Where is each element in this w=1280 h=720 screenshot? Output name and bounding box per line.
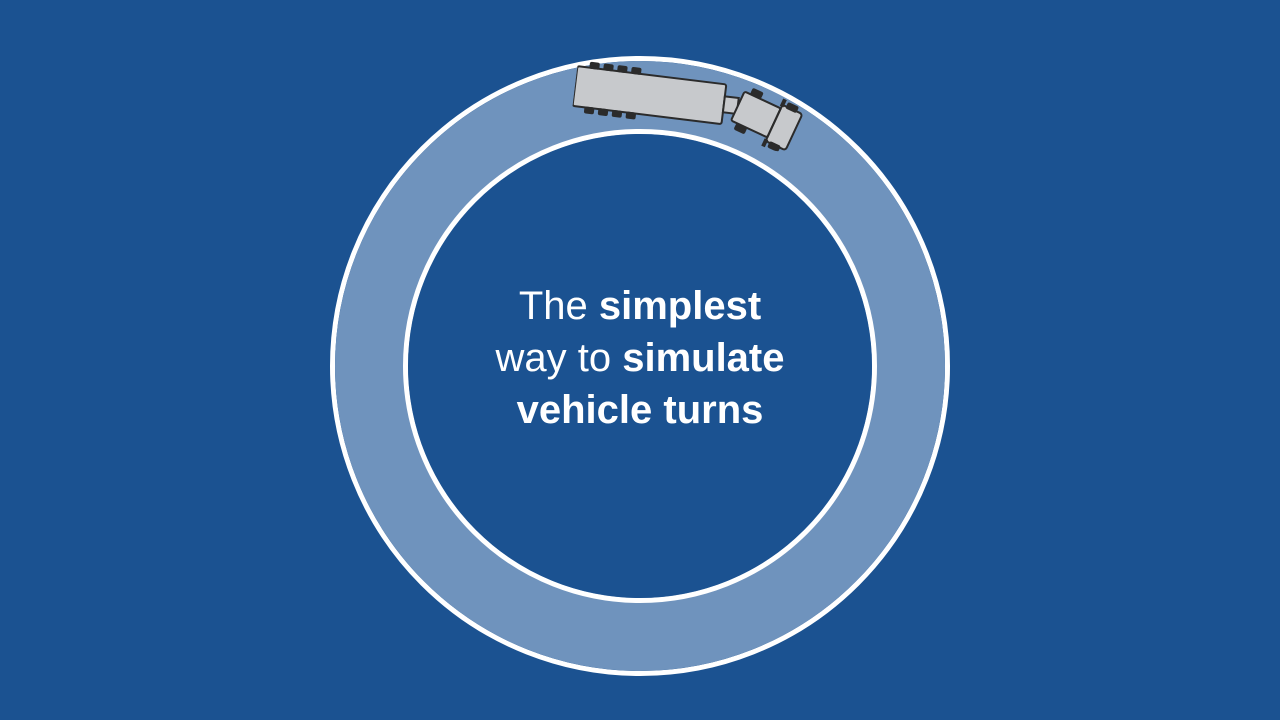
headline-word: simplest: [599, 284, 761, 328]
headline-word: vehicle turns: [517, 388, 764, 432]
headline-word: The: [519, 284, 599, 328]
headline-text: The simplest way to simulate vehicle turns: [495, 280, 784, 436]
headline-word: way to: [495, 336, 622, 380]
headline-word: simulate: [622, 336, 784, 380]
